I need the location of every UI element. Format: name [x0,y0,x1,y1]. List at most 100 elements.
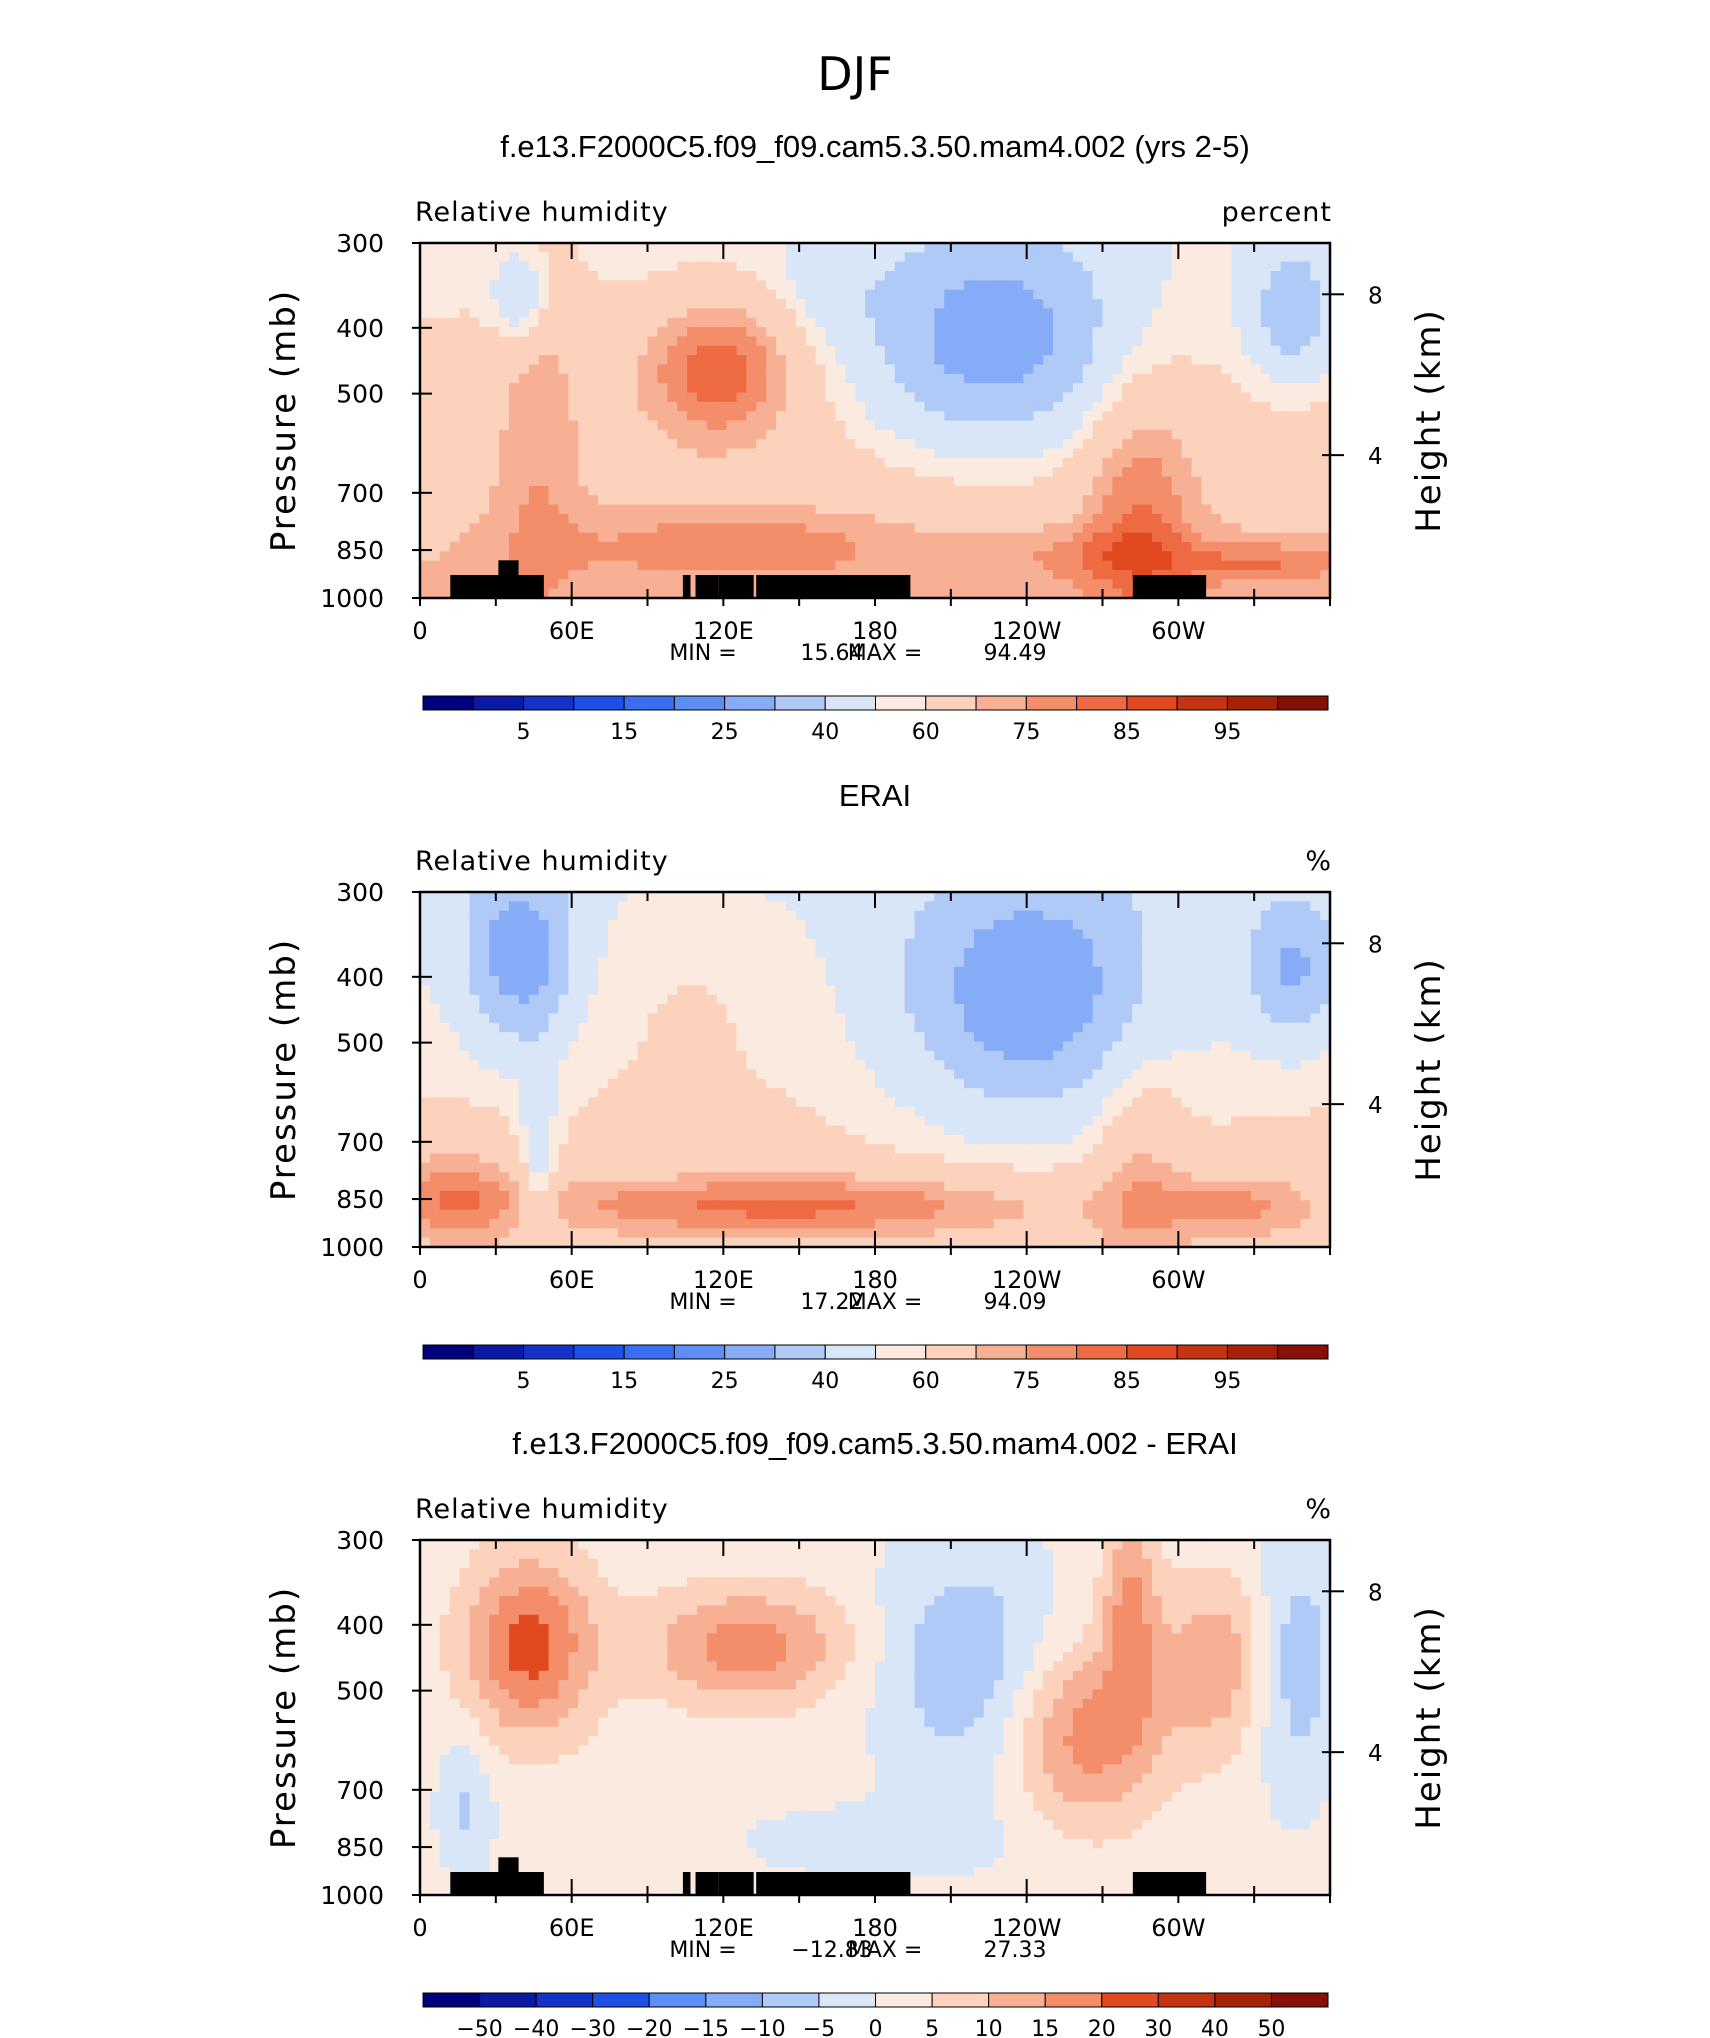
colorbar: −50 −40 −30 −20 −15 −10 −5 0 5 10 15 20 30 40 50 [422,1992,1329,2038]
colorbar-label: 50 [1257,2017,1285,2038]
colorbar-box [623,695,675,711]
colorbar-label: 20 [1088,2017,1116,2038]
x-tick-label: 180 [852,1266,898,1294]
colorbar-label: 75 [1012,1369,1040,1394]
y-tick-label: 400 [336,314,384,343]
colorbar-box [1076,1344,1128,1360]
colorbar-label: 40 [811,720,839,745]
right-tick-label: 8 [1368,283,1383,309]
right-label: percent [1222,197,1332,228]
x-tick-label: 60W [1151,1914,1205,1942]
left-label: Relative humidity [415,197,669,228]
y-tick-label: 300 [336,229,384,258]
x-tick-label: 60E [549,1914,595,1942]
stat-max: 94.09 [984,1290,1047,1315]
colorbar-box [592,1992,650,2008]
colorbar-label: 25 [711,720,739,745]
colorbar-box [875,1992,933,2008]
y-tick-label: 1000 [320,584,384,613]
colorbar-label: −50 [456,2017,502,2038]
terrain-mask [508,1872,544,1895]
x-tick-label: 0 [412,617,427,645]
left-label: Relative humidity [415,846,669,877]
right-tick-label: 4 [1368,1093,1383,1119]
colorbar-box [648,1992,707,2008]
y-tick-label: 850 [336,1185,384,1214]
colorbar-box [774,1344,826,1360]
panel-title: ERAI [839,778,911,813]
right-tick-label: 8 [1368,932,1383,958]
x-tick-label: 180 [852,617,898,645]
stat-max: 94.49 [984,641,1047,666]
colorbar-box [673,1344,726,1360]
colorbar-label: −5 [803,2017,835,2038]
colorbar-box [1277,695,1329,711]
x-tick-label: 120W [992,1266,1062,1294]
colorbar-box [1126,695,1178,711]
stat-max-label: MAX = [848,1290,923,1315]
stat-max: 27.33 [984,1938,1047,1963]
colorbar-label: 15 [610,720,638,745]
y-tick-label: 300 [336,878,384,907]
suptitle: DJF [817,47,892,101]
terrain-mask [1132,1872,1207,1895]
colorbar-box [1277,1344,1329,1360]
colorbar-label: 30 [1144,2017,1172,2038]
colorbar-box [422,1992,481,2008]
y-tick-label: 500 [336,380,384,409]
terrain-mask [695,1872,719,1895]
colorbar-box [774,695,826,711]
colorbar-box [1076,695,1128,711]
panel-title: f.e13.F2000C5.f09_f09.cam5.3.50.mam4.002… [500,129,1250,164]
y-tick-label: 500 [336,1677,384,1706]
y-tick-label: 700 [336,479,384,508]
panel-title: f.e13.F2000C5.f09_f09.cam5.3.50.mam4.002… [512,1426,1237,1461]
y-tick-label: 700 [336,1128,384,1157]
colorbar-box [724,695,776,711]
colorbar-label: 10 [975,2017,1003,2038]
colorbar-label: 15 [1031,2017,1059,2038]
colorbar-label: 60 [912,1369,940,1394]
colorbar-box [875,1344,927,1360]
terrain-mask [450,1872,509,1895]
colorbar-box [925,1344,977,1360]
colorbar-box [824,695,877,711]
left-label: Relative humidity [415,1494,669,1525]
stat-min: 17.22 [801,1290,864,1315]
right-label: % [1305,846,1332,877]
colorbar-box [1101,1992,1159,2008]
colorbar-label: −30 [569,2017,615,2038]
x-tick-label: 120W [992,617,1062,645]
terrain-mask [718,1872,754,1895]
terrain-mask [1132,575,1207,598]
colorbar: 5 15 25 40 60 75 85 95 [422,695,1329,745]
right-axis-label: Height (km) [1409,957,1449,1182]
x-tick-label: 0 [412,1914,427,1942]
y-axis-label: Pressure (mb) [264,938,304,1201]
colorbar-box [931,1992,990,2008]
colorbar-label: 95 [1213,1369,1241,1394]
colorbar-box [1126,1344,1178,1360]
colorbar-label: 40 [811,1369,839,1394]
y-tick-label: 1000 [320,1881,384,1910]
y-tick-label: 300 [336,1526,384,1555]
y-tick-label: 500 [336,1029,384,1058]
colorbar: 5 15 25 40 60 75 85 95 [422,1344,1329,1394]
colorbar-box [1025,695,1078,711]
colorbar-box [818,1992,876,2008]
colorbar-label: 75 [1012,720,1040,745]
colorbar-box [824,1344,877,1360]
y-tick-label: 400 [336,1611,384,1640]
colorbar-label: 5 [925,2017,939,2038]
stat-min: 15.64 [801,641,864,666]
colorbar-box [1025,1344,1078,1360]
colorbar-label: 40 [1201,2017,1229,2038]
colorbar-box [1157,1992,1216,2008]
colorbar-box [705,1992,763,2008]
x-tick-label: 60E [549,617,595,645]
terrain-mask [682,575,691,598]
y-tick-label: 400 [336,963,384,992]
colorbar-label: 5 [517,1369,531,1394]
